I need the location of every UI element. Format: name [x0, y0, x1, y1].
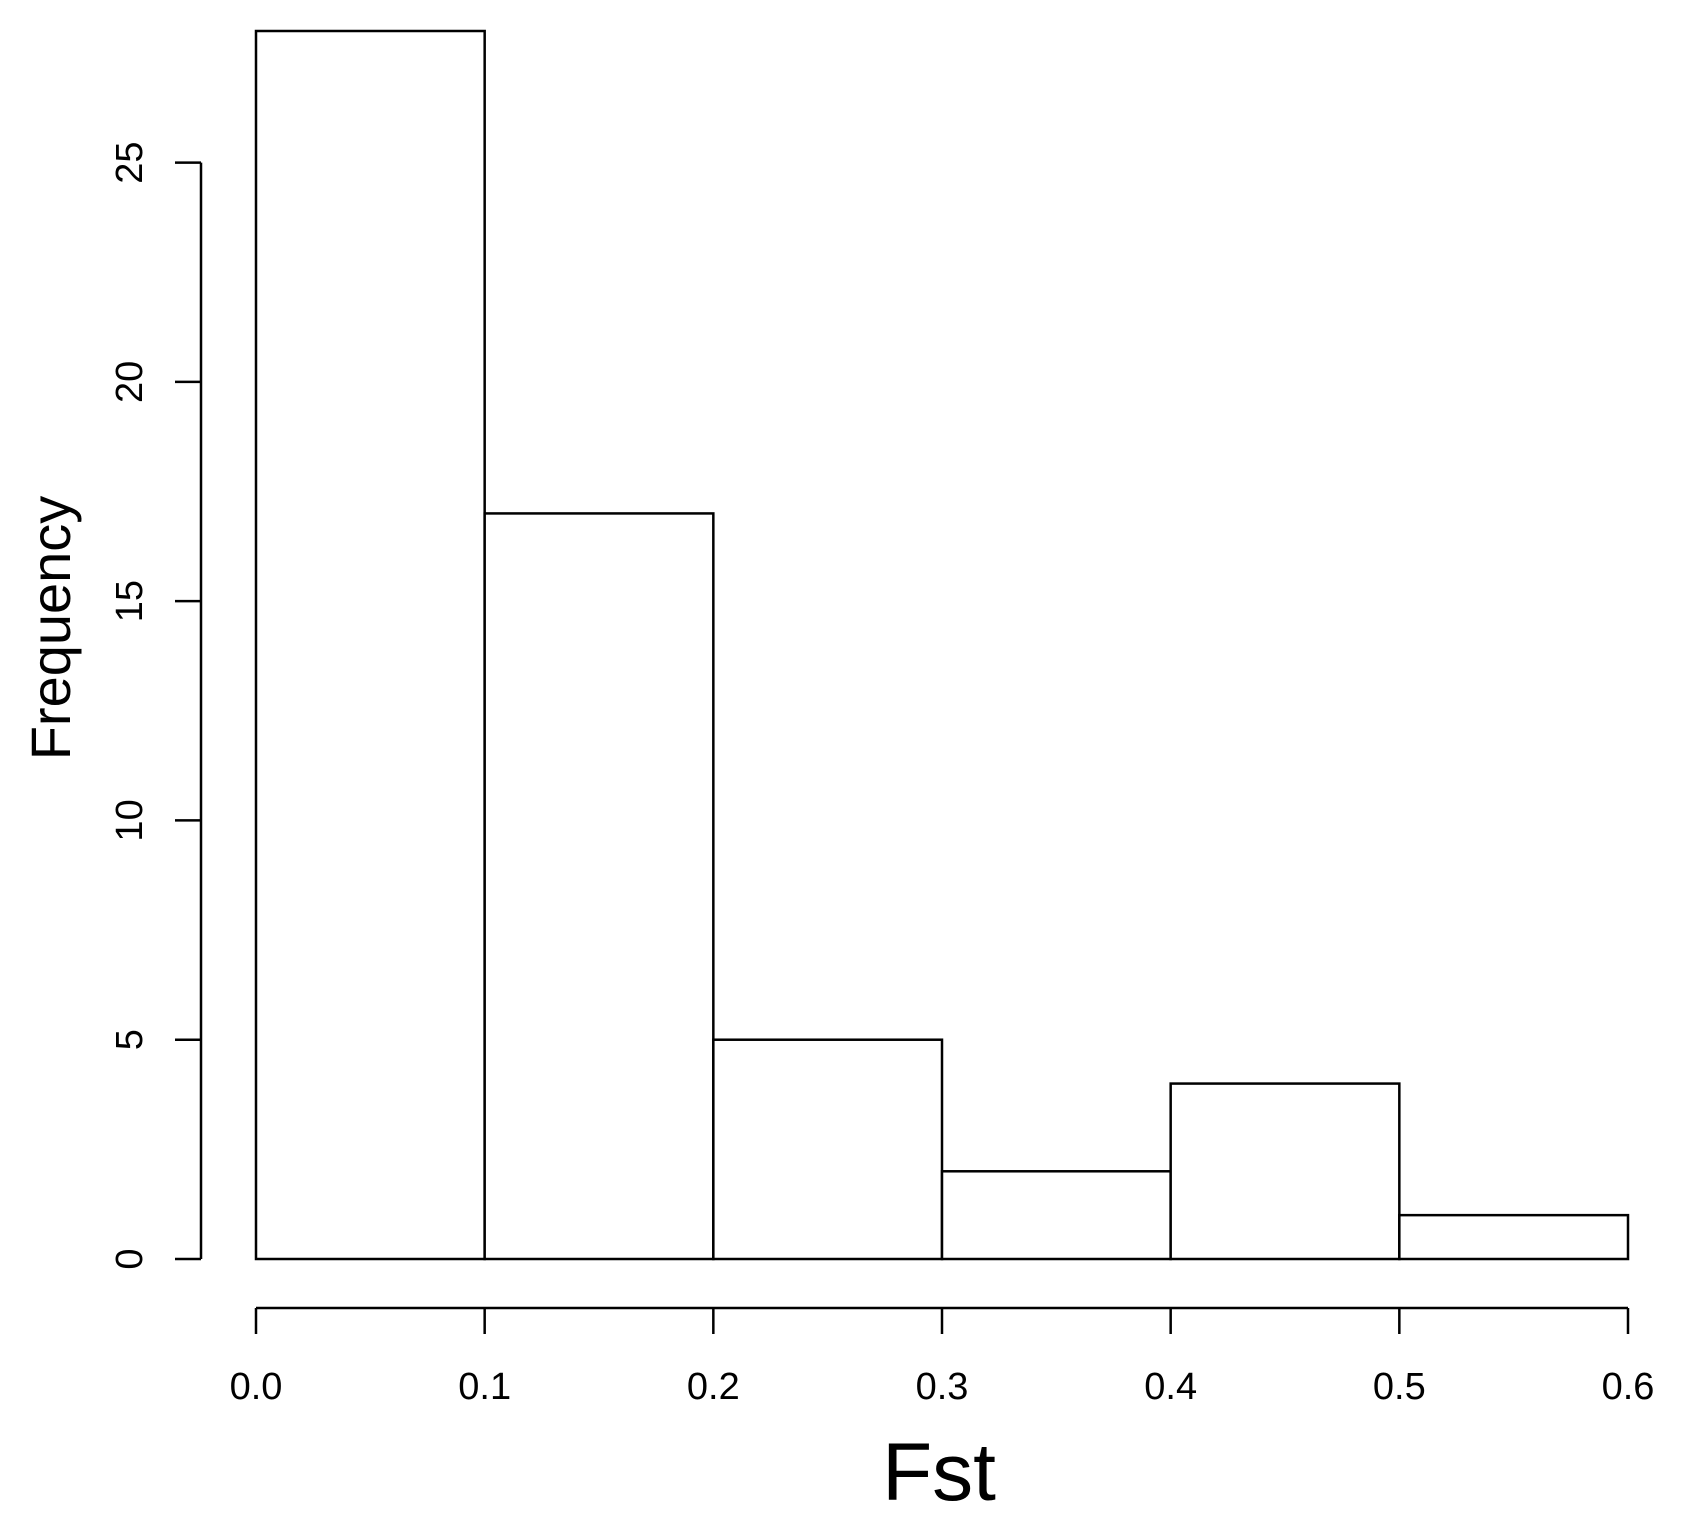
histogram-bar-5 — [1398, 1213, 1630, 1261]
x-tick-label-1: 0.1 — [458, 1366, 511, 1408]
histogram-bar-0 — [254, 29, 486, 1261]
histogram-bar-3 — [940, 1170, 1172, 1261]
y-tick-label-3: 15 — [109, 580, 151, 622]
histogram-bars — [254, 29, 1630, 1261]
y-tick-label-5: 25 — [109, 141, 151, 183]
x-tick-label-5: 0.5 — [1373, 1366, 1426, 1408]
y-tick-label-1: 5 — [109, 1029, 151, 1050]
x-axis: 0.0 0.1 0.2 0.3 0.4 0.5 0.6 — [230, 1306, 1655, 1408]
x-axis-title: Fst — [882, 1427, 996, 1518]
x-tick-label-0: 0.0 — [230, 1366, 283, 1408]
x-tick-label-4: 0.4 — [1144, 1366, 1197, 1408]
x-tick-label-3: 0.3 — [916, 1366, 969, 1408]
histogram-bar-2 — [712, 1038, 944, 1261]
x-tick-label-6: 0.6 — [1602, 1366, 1655, 1408]
histogram-bar-1 — [483, 512, 715, 1261]
x-tick-label-2: 0.2 — [687, 1366, 740, 1408]
y-tick-label-0: 0 — [109, 1248, 151, 1269]
y-axis-title: Frequency — [19, 496, 82, 761]
y-tick-label-4: 20 — [109, 361, 151, 403]
y-tick-label-2: 10 — [109, 799, 151, 841]
y-axis: 0 5 10 15 20 25 — [109, 141, 203, 1270]
histogram-bar-4 — [1169, 1082, 1401, 1261]
